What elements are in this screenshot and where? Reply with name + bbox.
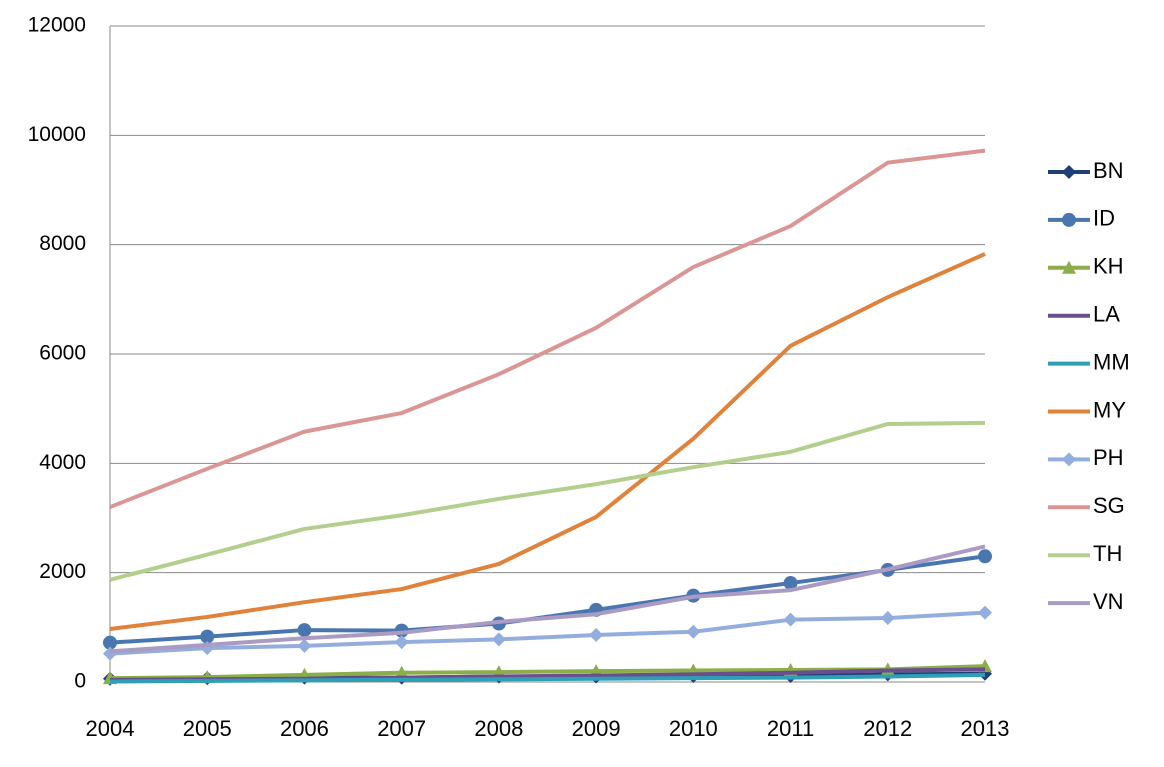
marker (1062, 212, 1076, 227)
marker (783, 612, 798, 627)
legend-entry: KH (1048, 254, 1124, 279)
y-tick-label: 12000 (28, 14, 86, 37)
legend-label: LA (1093, 302, 1120, 327)
x-tick-label: 2008 (474, 716, 523, 741)
legend-entry: BN (1048, 158, 1124, 183)
x-tick-label: 2011 (767, 716, 814, 741)
y-tick-label: 8000 (39, 232, 86, 255)
x-tick-label: 2005 (183, 716, 232, 741)
x-tick-label: 2013 (961, 716, 1010, 741)
marker (103, 635, 117, 650)
marker (1062, 452, 1076, 467)
x-tick-label: 2010 (669, 716, 718, 741)
marker (1062, 165, 1076, 179)
series-line (109, 554, 986, 645)
marker (200, 629, 215, 644)
legend-label: BN (1093, 158, 1124, 183)
y-tick-label: 10000 (28, 123, 86, 146)
marker (589, 627, 604, 642)
series (109, 148, 986, 509)
y-tick-label: 6000 (39, 342, 86, 365)
series-line (109, 148, 986, 509)
marker (978, 549, 992, 564)
x-tick-label: 2009 (572, 716, 621, 741)
x-tick-label: 2007 (377, 716, 426, 741)
y-tick-label: 4000 (39, 451, 86, 474)
series (109, 544, 986, 654)
series-line (109, 252, 986, 631)
series (103, 605, 992, 661)
legend-label: SG (1093, 493, 1125, 518)
legend-entry: MY (1048, 397, 1126, 422)
marker (394, 635, 409, 650)
legend-label: MM (1093, 349, 1130, 374)
series (109, 420, 986, 582)
legend-entry: MM (1048, 349, 1130, 374)
series-line (109, 544, 986, 654)
marker (297, 623, 312, 638)
marker (103, 646, 117, 661)
series (109, 252, 986, 631)
legend-entry: LA (1048, 302, 1120, 327)
legend-label: KH (1093, 254, 1124, 279)
marker (394, 665, 409, 679)
marker (491, 632, 506, 647)
marker (978, 605, 992, 620)
legend-label: PH (1093, 445, 1124, 470)
y-tick-label: 2000 (39, 560, 86, 583)
legend-entry: VN (1048, 589, 1124, 614)
legend-label: ID (1093, 206, 1115, 231)
legend-entry: TH (1048, 541, 1122, 566)
legend-entry: PH (1048, 445, 1124, 470)
legend-entry: ID (1048, 206, 1115, 231)
x-tick-label: 2004 (86, 716, 135, 741)
series-line (109, 672, 986, 684)
legend-label: VN (1093, 589, 1124, 614)
marker (686, 624, 701, 639)
series-line (109, 610, 986, 656)
y-tick-label: 0 (74, 670, 86, 693)
x-tick-label: 2012 (863, 716, 912, 741)
x-tick-label: 2006 (280, 716, 329, 741)
series (103, 549, 992, 650)
marker (1062, 260, 1076, 274)
legend-label: MY (1093, 397, 1126, 422)
marker (297, 638, 312, 653)
series (109, 672, 986, 684)
legend-label: TH (1093, 541, 1122, 566)
series-line (109, 420, 986, 582)
marker (783, 576, 798, 591)
legend-entry: SG (1048, 493, 1125, 518)
marker (880, 611, 895, 626)
